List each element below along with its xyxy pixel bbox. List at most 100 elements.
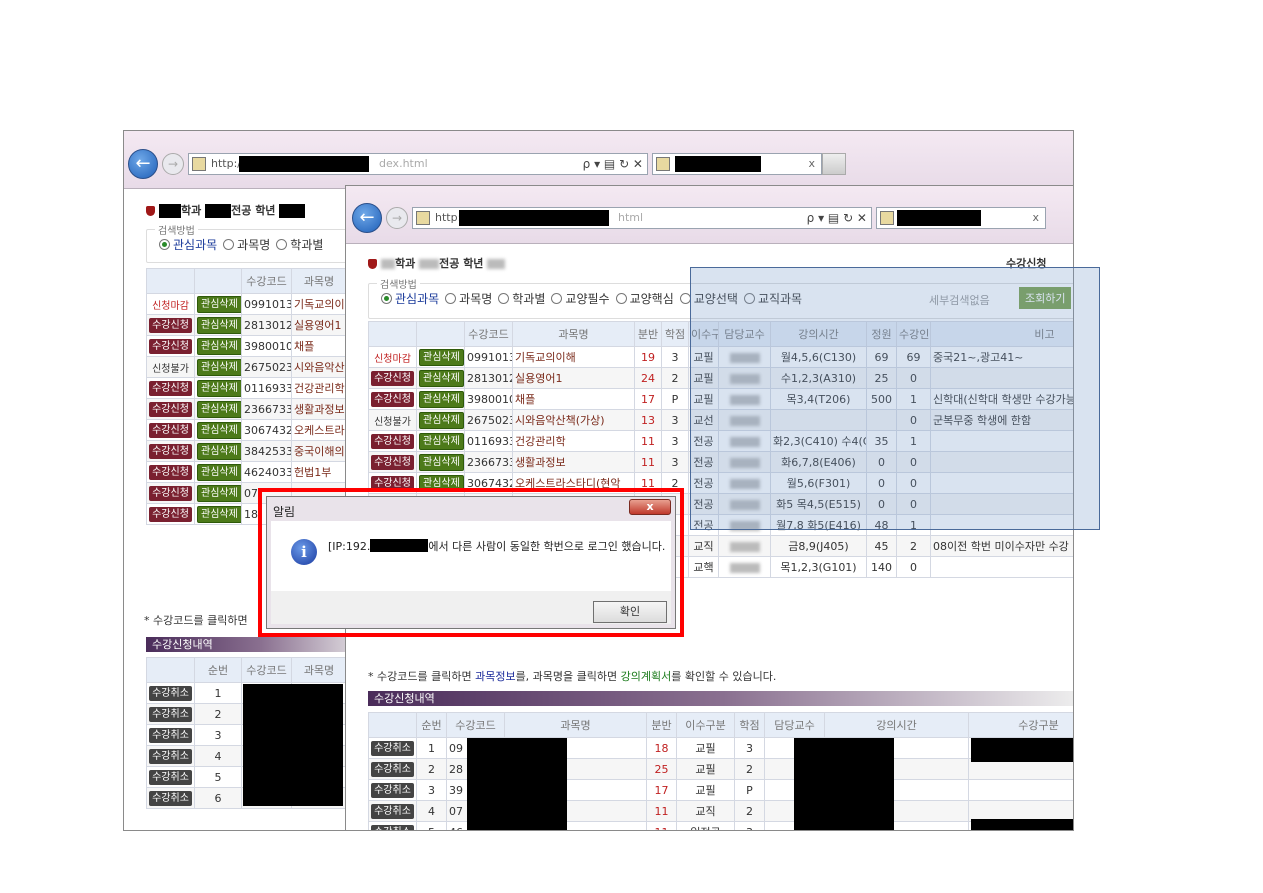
back-button[interactable]: ← (352, 203, 382, 233)
code-text[interactable]: 2813012 (244, 318, 292, 332)
cancel-enrollment-button[interactable]: 수강취소 (149, 727, 192, 743)
cancel-enrollment-button[interactable]: 수강취소 (149, 769, 192, 785)
remove-interest-button[interactable]: 관심삭제 (197, 463, 241, 481)
radio-4[interactable]: 교양핵심 (615, 290, 674, 307)
apply-button[interactable]: 수강신청 (149, 464, 192, 480)
code-text[interactable]: 2813012 (467, 371, 513, 385)
radio-1[interactable]: 과목명 (223, 236, 270, 253)
code-text[interactable]: 2675023 (244, 360, 292, 374)
remove-interest-button[interactable]: 관심삭제 (197, 421, 241, 439)
address-bar[interactable]: http:// html ρ ▾ ▤ ↻ ✕ (412, 207, 872, 229)
code-text[interactable]: 3980010 (244, 339, 292, 353)
cancel-enrollment-button[interactable]: 수강취소 (371, 803, 414, 819)
apply-button[interactable]: 수강신청 (149, 443, 192, 459)
radio-1[interactable]: 과목명 (445, 290, 492, 307)
apply-button[interactable]: 수강신청 (371, 391, 414, 407)
new-tab-button[interactable] (822, 153, 846, 175)
syllabus-link[interactable]: 강의계획서 (620, 670, 672, 683)
cancel-enrollment-button[interactable]: 수강취소 (371, 824, 414, 830)
apply-button[interactable]: 수강신청 (371, 370, 414, 386)
name-text[interactable]: 건강관리학 (515, 435, 566, 448)
code-text[interactable]: 0116933 (467, 434, 513, 448)
name-text[interactable]: 채플 (515, 393, 536, 406)
address-bar[interactable]: http:// dex.html ρ ▾ ▤ ↻ ✕ (188, 153, 648, 175)
code-text[interactable]: 18 (244, 507, 258, 521)
forward-button[interactable]: → (162, 153, 184, 175)
radio-6[interactable]: 교직과목 (743, 290, 802, 307)
cancel-enrollment-button[interactable]: 수강취소 (371, 782, 414, 798)
tab-close-icon[interactable]: x (1032, 211, 1039, 224)
apply-button[interactable]: 수강신청 (149, 401, 192, 417)
apply-button[interactable]: 수강신청 (149, 317, 192, 333)
apply-button[interactable]: 수강신청 (149, 506, 192, 522)
name-text[interactable]: 기독교의이해 (515, 351, 576, 364)
code-text[interactable]: 0991013 (467, 350, 513, 364)
dialog-close-button[interactable]: x (629, 499, 671, 515)
browser-tab[interactable]: x (876, 207, 1046, 229)
apply-button[interactable]: 수강신청 (149, 380, 192, 396)
remove-interest-button[interactable]: 관심삭제 (419, 411, 464, 429)
name-text[interactable]: 생활과정보 (294, 403, 345, 416)
remove-interest-button[interactable]: 관심삭제 (419, 348, 464, 366)
remove-interest-button[interactable]: 관심삭제 (197, 400, 241, 418)
browser-tab[interactable]: x (652, 153, 822, 175)
remove-interest-button[interactable]: 관심삭제 (419, 390, 464, 408)
ok-button[interactable]: 확인 (593, 601, 667, 623)
address-tools-icon[interactable]: ρ ▾ ▤ ↻ ✕ (582, 157, 643, 171)
code-text[interactable]: 3980010 (467, 392, 513, 406)
cancel-enrollment-button[interactable]: 수강취소 (149, 685, 192, 701)
code-text[interactable]: 2675023 (467, 413, 513, 427)
cancel-enrollment-button[interactable]: 수강취소 (149, 748, 192, 764)
radio-3[interactable]: 교양필수 (551, 290, 610, 307)
course-info-link[interactable]: 과목정보 (475, 670, 516, 683)
address-tools-icon[interactable]: ρ ▾ ▤ ↻ ✕ (806, 211, 867, 225)
remove-interest-button[interactable]: 관심삭제 (197, 484, 241, 502)
radio-0[interactable]: 관심과목 (159, 236, 217, 253)
name-text[interactable]: 헌법1부 (294, 466, 332, 479)
apply-button[interactable]: 수강신청 (149, 422, 192, 438)
back-button[interactable]: ← (128, 149, 158, 179)
name-text[interactable]: 오케스트라스타디(현악 (515, 477, 621, 490)
name-text[interactable]: 시와음악산책(가상) (294, 361, 346, 374)
name-text[interactable]: 오케스트라스타디(현악 (294, 424, 346, 437)
cancel-enrollment-button[interactable]: 수강취소 (149, 706, 192, 722)
tab-close-icon[interactable]: x (808, 157, 815, 170)
name-text[interactable]: 기독교의이해 (294, 298, 346, 311)
code-text[interactable]: 0116933 (244, 381, 292, 395)
remove-interest-button[interactable]: 관심삭제 (197, 316, 241, 334)
code-text[interactable]: 0991013 (244, 297, 292, 311)
remove-interest-button[interactable]: 관심삭제 (419, 369, 464, 387)
name-text[interactable]: 시와음악산책(가상) (515, 414, 605, 427)
code-text[interactable]: 3842533 (244, 444, 292, 458)
remove-interest-button[interactable]: 관심삭제 (197, 379, 241, 397)
code-text[interactable]: 2366733 (244, 402, 292, 416)
name-text[interactable]: 중국이해의 (294, 445, 345, 458)
remove-interest-button[interactable]: 관심삭제 (197, 442, 241, 460)
code-text[interactable]: 2366733 (467, 455, 513, 469)
code-text[interactable]: 3067432 (467, 476, 513, 490)
code-text[interactable]: 3067432 (244, 423, 292, 437)
code-text[interactable]: 4624033 (244, 465, 292, 479)
apply-button[interactable]: 수강신청 (371, 475, 414, 491)
cancel-enrollment-button[interactable]: 수강취소 (149, 790, 192, 806)
remove-interest-button[interactable]: 관심삭제 (419, 453, 464, 471)
forward-button[interactable]: → (386, 207, 408, 229)
name-text[interactable]: 채플 (294, 340, 315, 353)
detail-search-select[interactable]: 세부검색없음 (929, 294, 990, 307)
cancel-enrollment-button[interactable]: 수강취소 (371, 740, 414, 756)
search-button[interactable]: 조회하기 (1019, 287, 1072, 309)
apply-button[interactable]: 수강신청 (149, 338, 192, 354)
apply-button[interactable]: 수강신청 (149, 485, 192, 501)
remove-interest-button[interactable]: 관심삭제 (197, 337, 241, 355)
radio-2[interactable]: 학과별 (276, 236, 323, 253)
name-text[interactable]: 실용영어1 (515, 372, 563, 385)
remove-interest-button[interactable]: 관심삭제 (197, 358, 241, 376)
radio-0[interactable]: 관심과목 (381, 290, 439, 307)
name-text[interactable]: 건강관리학 (294, 382, 345, 395)
name-text[interactable]: 실용영어1 (294, 319, 342, 332)
radio-2[interactable]: 학과별 (498, 290, 545, 307)
code-text[interactable]: 07 (244, 486, 258, 500)
cancel-enrollment-button[interactable]: 수강취소 (371, 761, 414, 777)
remove-interest-button[interactable]: 관심삭제 (197, 505, 241, 523)
apply-button[interactable]: 수강신청 (371, 454, 414, 470)
